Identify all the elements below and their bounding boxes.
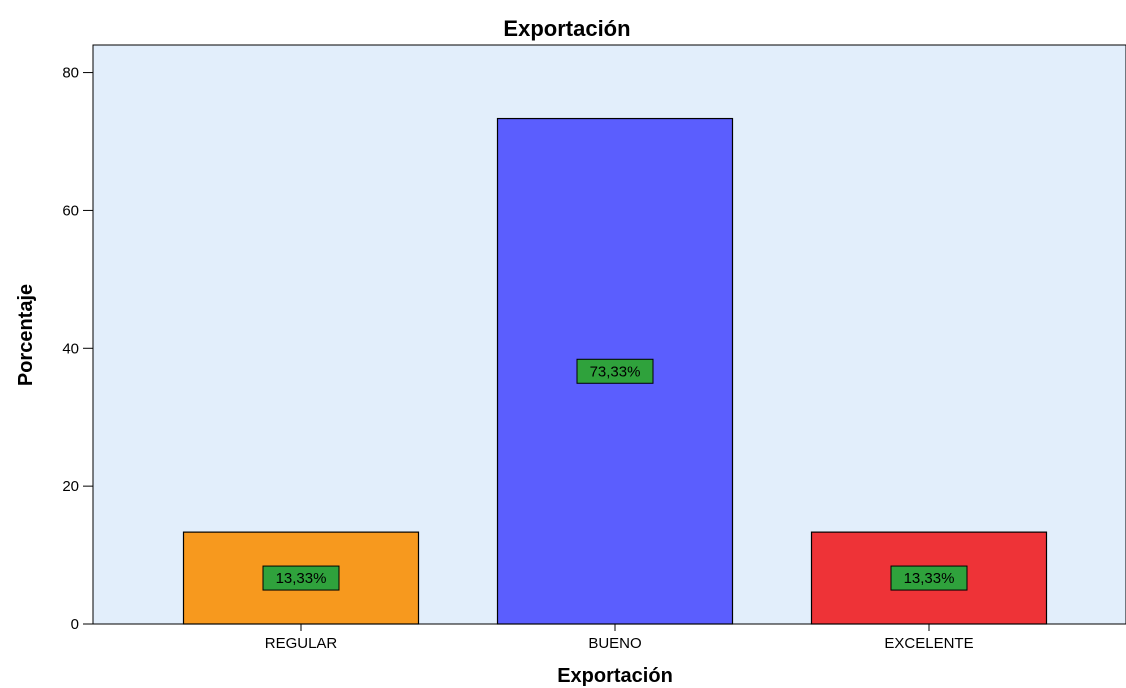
y-axis: 0 20 40 60 80 bbox=[62, 65, 93, 633]
data-label: 73,33% bbox=[590, 363, 641, 380]
bar bbox=[182, 531, 420, 625]
bars-group: 13,33% 73,33% 13,33% bbox=[182, 117, 1048, 625]
x-tick-label: BUENO bbox=[588, 635, 641, 652]
data-label-box bbox=[890, 565, 968, 591]
data-label: 13,33% bbox=[904, 570, 955, 587]
data-label-box bbox=[576, 358, 654, 384]
y-axis-title: Porcentaje bbox=[15, 284, 37, 386]
chart-title: Exportación bbox=[503, 16, 630, 41]
y-tick-label: 60 bbox=[62, 202, 79, 219]
data-label-box bbox=[262, 565, 340, 591]
x-tick-label: REGULAR bbox=[265, 635, 338, 652]
x-axis-title: Exportación bbox=[557, 665, 673, 687]
x-axis: REGULAR BUENO EXCELENTE bbox=[265, 624, 974, 652]
x-tick-label: EXCELENTE bbox=[884, 635, 973, 652]
y-tick-label: 80 bbox=[62, 65, 79, 82]
y-tick-label: 40 bbox=[62, 340, 79, 357]
y-tick-label: 20 bbox=[62, 478, 79, 495]
y-tick-label: 0 bbox=[71, 616, 79, 633]
data-label: 13,33% bbox=[276, 570, 327, 587]
